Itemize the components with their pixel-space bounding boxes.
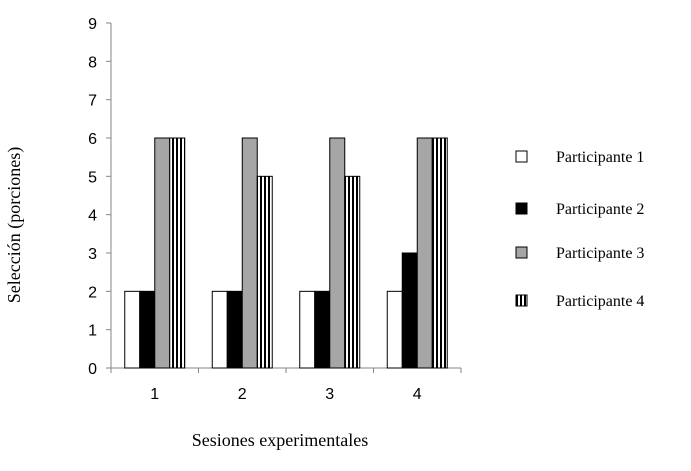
bar (124, 290, 141, 369)
bar (344, 175, 361, 369)
bar (226, 290, 243, 369)
y-tick-label: 0 (88, 361, 97, 378)
x-tick-label: 3 (325, 386, 334, 403)
y-tick-label: 4 (88, 208, 97, 225)
x-tick-label: 1 (150, 386, 159, 403)
y-axis-ticks: 0 1 2 3 4 5 6 7 8 9 (88, 16, 111, 378)
legend-item: Participante 2 (515, 201, 644, 218)
legend-item: Participante 4 (515, 293, 644, 310)
y-tick-label: 8 (88, 54, 97, 71)
bar (256, 175, 273, 369)
legend: Participante 1 Participante 2 Participante… (515, 149, 644, 310)
y-tick-label: 1 (88, 323, 97, 340)
y-tick-label: 9 (88, 16, 97, 33)
bar (314, 290, 331, 369)
x-axis-ticks: 1 2 3 4 (110, 368, 462, 403)
bar (386, 290, 403, 369)
y-tick-label: 3 (88, 246, 97, 263)
bar (241, 137, 258, 369)
legend-item: Participante 1 (515, 149, 644, 166)
legend-label: Participante 3 (556, 245, 644, 262)
bar (299, 290, 316, 369)
legend-item: Participante 3 (515, 245, 644, 262)
x-tick-label: 2 (238, 386, 247, 403)
legend-label: Participante 2 (556, 201, 644, 218)
legend-swatch (515, 150, 528, 163)
bar (431, 137, 448, 369)
legend-label: Participante 4 (556, 293, 644, 310)
x-axis-title: Sesiones experimentales (192, 430, 368, 450)
legend-swatch (515, 246, 528, 259)
bar (169, 137, 186, 369)
x-tick-label: 4 (413, 386, 422, 403)
y-tick-label: 6 (88, 131, 97, 148)
y-tick-label: 2 (88, 284, 97, 301)
y-tick-label: 7 (88, 93, 97, 110)
legend-swatch (515, 202, 528, 215)
bar (416, 137, 433, 369)
bar (329, 137, 346, 369)
y-tick-label: 5 (88, 169, 97, 186)
bar (139, 290, 156, 369)
bar (154, 137, 171, 369)
y-axis-title: Selección (porciones) (4, 147, 25, 303)
bar (211, 290, 228, 369)
bar (401, 252, 418, 369)
plot-area (110, 23, 461, 369)
legend-label: Participante 1 (556, 149, 644, 166)
legend-swatch (515, 294, 528, 307)
